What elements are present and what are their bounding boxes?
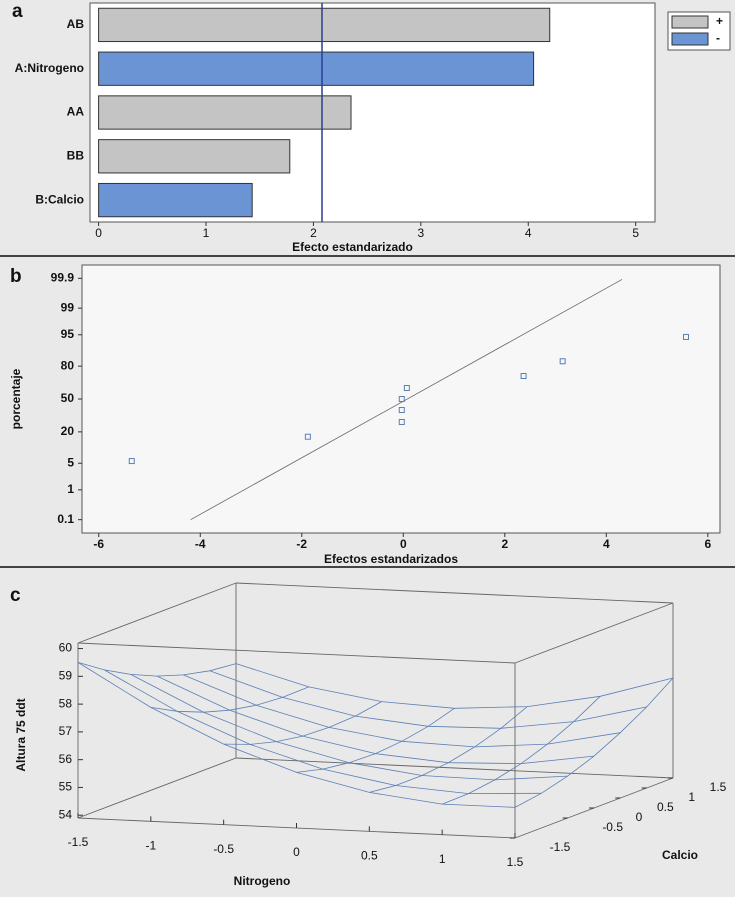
x-tick-label: 0.5 — [361, 849, 378, 863]
y-tick-label: 1 — [688, 790, 695, 804]
x-tick-label: 4 — [525, 226, 532, 240]
x-tick-label: 1 — [439, 852, 446, 866]
category-label: A:Nitrogeno — [15, 61, 84, 75]
y-tick-label: 1.5 — [710, 780, 727, 794]
bar — [98, 7, 551, 43]
point — [559, 358, 566, 365]
bar — [98, 51, 535, 86]
x-tick-label: 2 — [310, 226, 317, 240]
point — [128, 458, 135, 465]
plot-area — [81, 264, 721, 534]
x-tick-label: 0 — [400, 537, 407, 551]
y-tick-label: 5 — [67, 455, 74, 469]
x-tick-label: -4 — [195, 537, 206, 551]
x-tick-label: 0 — [293, 845, 300, 859]
bar — [98, 139, 291, 174]
fit-line — [190, 279, 623, 521]
mesh-column — [369, 706, 528, 793]
x-tick-label: 0 — [95, 226, 102, 240]
y-axis-label: Calcio — [662, 848, 698, 862]
x-tick-label: 3 — [417, 226, 424, 240]
y-tick-label: 0.5 — [657, 800, 674, 814]
point — [398, 418, 405, 425]
x-tick-label: 1.5 — [507, 855, 524, 869]
x-axis-label: Efectos estandarizados — [324, 552, 458, 566]
bar — [98, 95, 352, 130]
bar — [98, 182, 253, 218]
x-axis-label: Nitrogeno — [234, 874, 291, 888]
y-tick-label: -1.5 — [550, 840, 571, 854]
x-tick-label: -2 — [296, 537, 307, 551]
z-tick-label: 58 — [59, 696, 73, 710]
point — [403, 384, 410, 391]
y-tick-label: 20 — [61, 424, 75, 438]
x-axis-label: Efecto estandarizado — [292, 240, 413, 254]
box-edge — [77, 642, 516, 664]
z-tick-label: 60 — [59, 641, 73, 655]
category-label: B:Calcio — [35, 192, 84, 206]
z-tick-label: 54 — [59, 807, 73, 821]
category-label: AB — [67, 17, 85, 31]
x-tick-label: -0.5 — [213, 842, 234, 856]
box-edge — [235, 757, 674, 779]
z-tick-label: 55 — [59, 780, 73, 794]
y-tick-label: 50 — [61, 391, 75, 405]
x-tick-label: 1 — [203, 226, 210, 240]
y-tick-label: 99 — [61, 300, 75, 314]
y-tick-label: -0.5 — [602, 820, 623, 834]
y-axis-label: porcentaje — [9, 368, 23, 429]
y-tick-label: 80 — [61, 358, 75, 372]
box-edge — [77, 757, 237, 819]
category-label: AA — [67, 105, 85, 119]
z-tick-label: 59 — [59, 669, 73, 683]
x-tick-label: 2 — [501, 537, 508, 551]
box-edge — [235, 582, 674, 604]
legend-label: + — [716, 14, 723, 28]
y-tick-label: 95 — [61, 327, 75, 341]
panel-label: c — [10, 585, 21, 606]
legend-swatch — [671, 15, 709, 29]
y-tick-label: 99.9 — [51, 271, 75, 285]
category-label: BB — [67, 148, 85, 162]
mesh-column — [442, 696, 601, 805]
point — [398, 396, 405, 402]
point — [398, 407, 405, 414]
point — [682, 333, 689, 340]
x-tick-label: 6 — [704, 537, 711, 551]
z-tick-label: 56 — [59, 752, 73, 766]
x-tick-label: -1.5 — [68, 835, 89, 849]
x-tick-label: 5 — [632, 226, 639, 240]
x-tick-label: -1 — [145, 839, 156, 853]
x-tick-label: -6 — [93, 537, 104, 551]
z-tick-label: 57 — [59, 724, 73, 738]
y-tick-label: 1 — [67, 482, 74, 496]
legend-label: - — [716, 31, 720, 45]
point — [304, 433, 311, 440]
y-tick-label: 0.1 — [57, 512, 74, 526]
panel-label: b — [10, 266, 22, 287]
y-tick-label: 0 — [636, 810, 643, 824]
point — [520, 373, 527, 380]
z-axis-label: Altura 75 ddt — [14, 698, 28, 771]
legend-swatch — [671, 32, 709, 46]
box-edge — [77, 582, 237, 644]
mesh-column — [77, 662, 237, 677]
mesh-column — [150, 686, 309, 713]
x-tick-label: 4 — [603, 537, 610, 551]
mesh-column — [296, 707, 455, 773]
box-edge — [514, 602, 674, 664]
mesh-column — [223, 701, 382, 745]
panel-label: a — [12, 1, 23, 22]
mesh-column — [514, 677, 674, 808]
